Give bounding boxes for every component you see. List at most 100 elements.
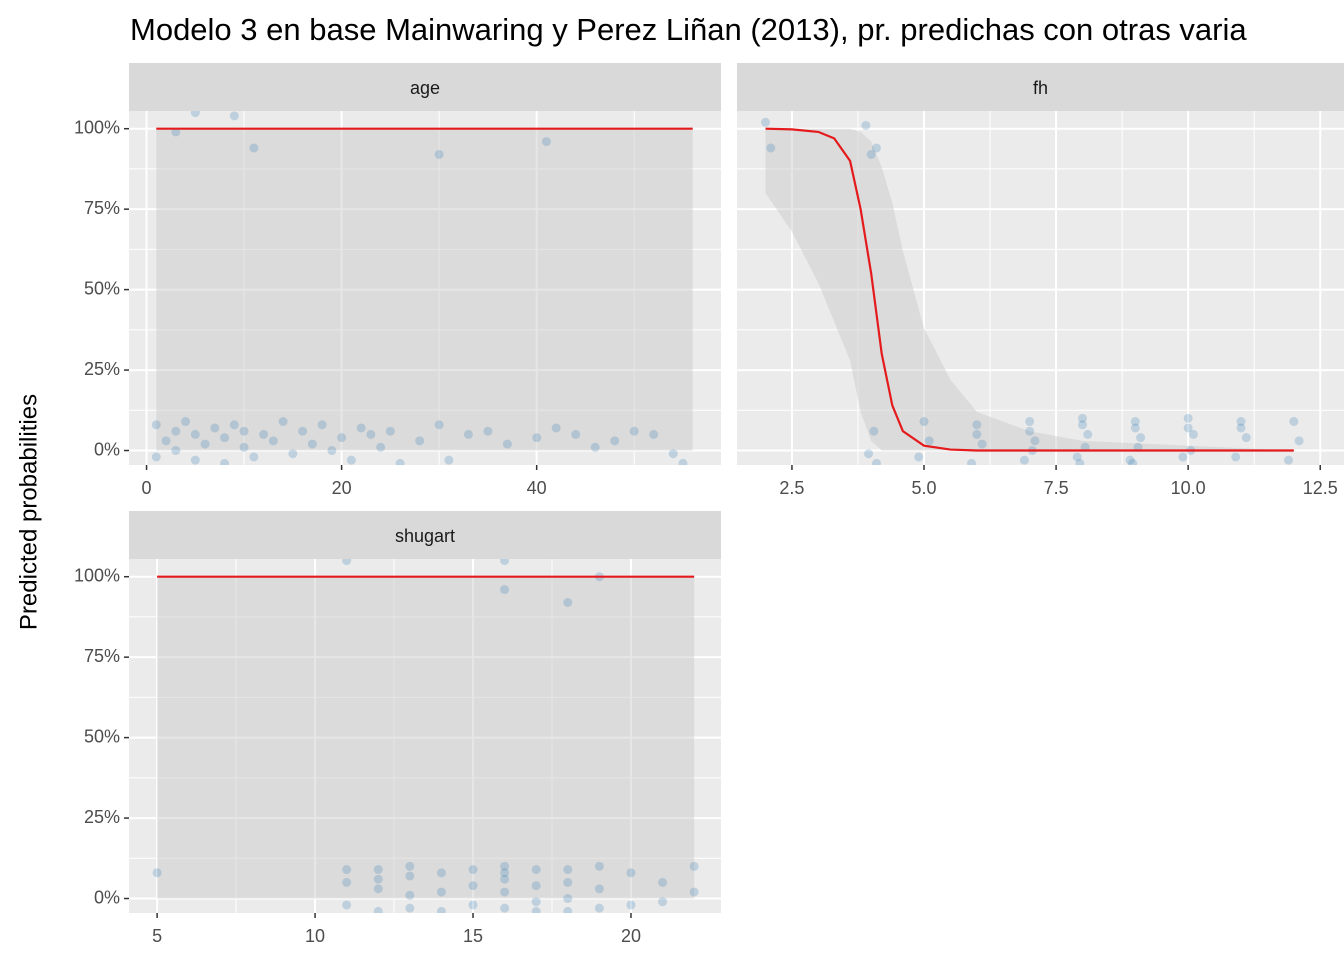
data-point (327, 446, 337, 456)
data-point (919, 417, 929, 427)
confidence-ribbon (157, 576, 695, 899)
data-point (376, 442, 386, 452)
data-point (434, 420, 444, 430)
data-point (500, 903, 510, 913)
data-point (229, 111, 239, 121)
data-point (871, 458, 881, 465)
x-tick-label: 2.5 (779, 478, 804, 498)
data-point (342, 865, 352, 875)
data-point (531, 881, 541, 891)
data-point (864, 449, 874, 459)
data-point (468, 865, 478, 875)
panel-marks (761, 117, 1304, 465)
data-point (1128, 458, 1138, 465)
data-point (152, 868, 162, 878)
data-point (373, 884, 383, 894)
y-tick-label: 75% (84, 646, 120, 666)
data-point (278, 417, 288, 427)
data-point (307, 439, 317, 449)
data-point (594, 903, 604, 913)
data-point (658, 897, 668, 907)
data-point (1083, 429, 1093, 439)
data-point (385, 426, 395, 436)
data-point (531, 865, 541, 875)
data-point (658, 877, 668, 887)
data-point (500, 585, 510, 595)
data-point (563, 877, 573, 887)
data-point (1125, 455, 1135, 465)
data-point (594, 861, 604, 871)
data-point (1130, 417, 1140, 427)
data-point (541, 137, 551, 147)
data-point (249, 452, 259, 462)
x-tick-label: 12.5 (1303, 478, 1338, 498)
data-point (415, 436, 425, 446)
data-point (444, 455, 454, 465)
data-point (500, 887, 510, 897)
y-tick-label: 25% (84, 807, 120, 827)
data-point (483, 426, 493, 436)
data-point (210, 423, 220, 433)
data-point (405, 871, 415, 881)
data-point (373, 865, 383, 875)
data-point (689, 887, 699, 897)
facet-label: shugart (395, 526, 455, 546)
x-tick-label: 40 (527, 478, 547, 498)
data-point (1025, 426, 1035, 436)
data-point (268, 436, 278, 446)
data-point (594, 884, 604, 894)
data-point (395, 458, 405, 465)
y-tick-label: 50% (84, 726, 120, 746)
data-point (1183, 423, 1193, 433)
data-point (563, 597, 573, 607)
data-point (1294, 436, 1304, 446)
data-point (500, 861, 510, 871)
panel-background (129, 559, 721, 913)
data-point (342, 900, 352, 910)
x-tick-label: 15 (463, 926, 483, 946)
data-point (405, 903, 415, 913)
data-point (468, 881, 478, 891)
data-point (468, 900, 478, 910)
data-point (924, 436, 934, 446)
data-point (1188, 429, 1198, 439)
data-point (1183, 413, 1193, 423)
data-point (190, 455, 200, 465)
y-axis-label: Predicted probabilities (15, 394, 42, 630)
data-point (626, 900, 636, 910)
data-point (610, 436, 620, 446)
data-point (151, 420, 161, 430)
data-point (171, 446, 181, 456)
data-point (531, 906, 541, 913)
data-point (434, 149, 444, 159)
data-point (190, 111, 200, 118)
data-point (190, 429, 200, 439)
data-point (1236, 423, 1246, 433)
data-point (220, 433, 230, 443)
data-point (200, 439, 210, 449)
data-point (1072, 452, 1082, 462)
data-point (563, 906, 573, 913)
data-point (151, 452, 161, 462)
data-point (1289, 417, 1299, 427)
data-point (1130, 423, 1140, 433)
data-point (500, 868, 510, 878)
x-tick-label: 10 (305, 926, 325, 946)
data-point (551, 423, 561, 433)
y-tick-label: 100% (74, 117, 120, 137)
data-point (972, 420, 982, 430)
data-point (1030, 436, 1040, 446)
data-point (500, 559, 510, 566)
data-point (500, 874, 510, 884)
data-point (298, 426, 308, 436)
data-point (689, 861, 699, 871)
x-tick-label: 5 (152, 926, 162, 946)
data-point (1231, 452, 1241, 462)
data-point (678, 458, 688, 465)
data-point (356, 423, 366, 433)
data-point (531, 897, 541, 907)
panel-marks (151, 111, 693, 465)
data-point (436, 868, 446, 878)
y-tick-label: 0% (94, 439, 120, 459)
data-point (967, 458, 977, 465)
